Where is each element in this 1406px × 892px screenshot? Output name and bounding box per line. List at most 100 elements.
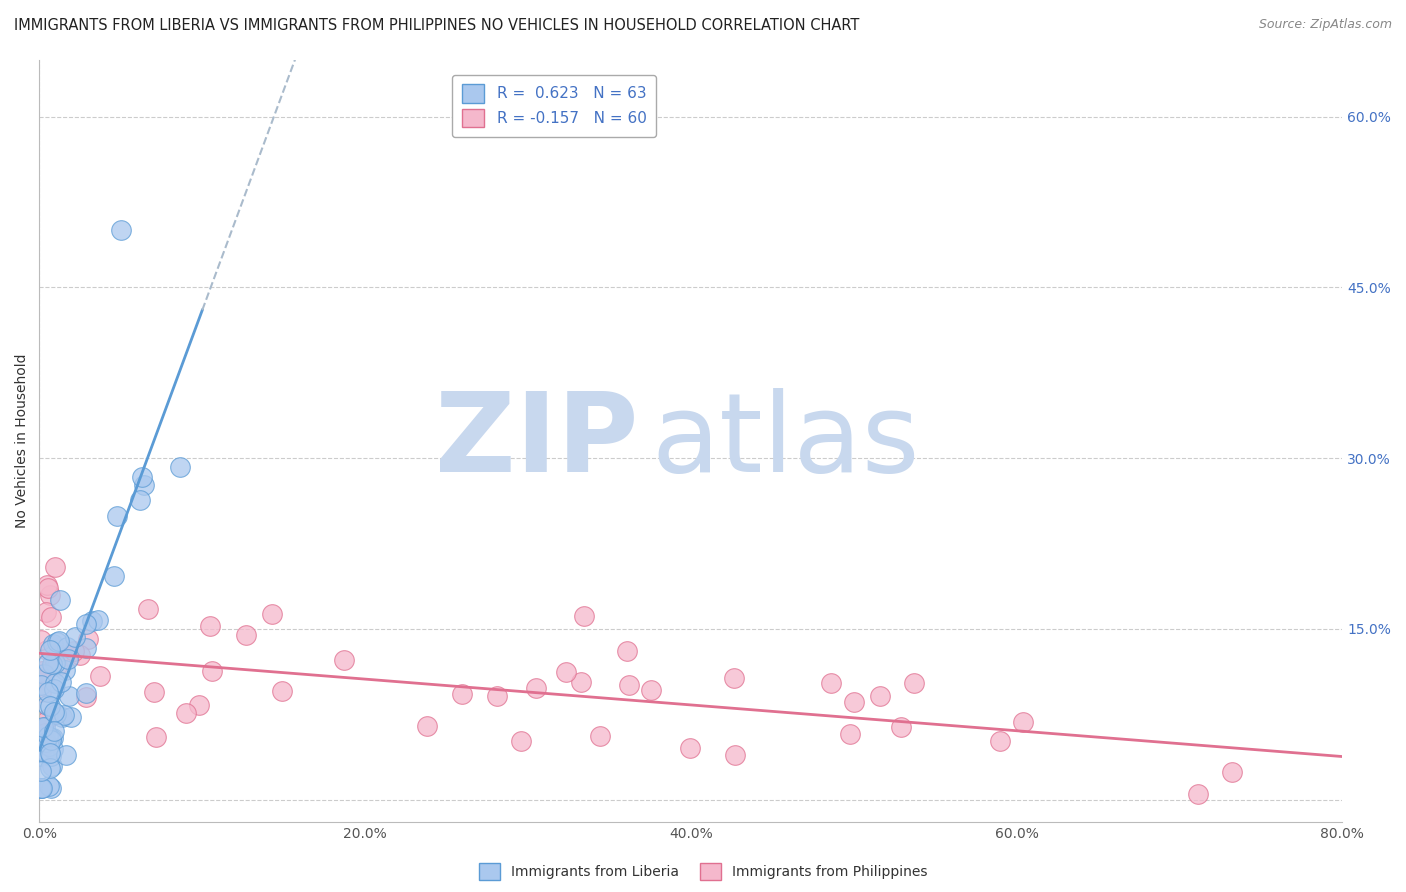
Point xyxy=(842,695,865,709)
Point xyxy=(588,729,610,743)
Point xyxy=(903,675,925,690)
Point xyxy=(32,745,55,759)
Point xyxy=(30,764,52,778)
Point xyxy=(39,781,62,796)
Point xyxy=(41,657,63,671)
Point xyxy=(1220,764,1243,779)
Point xyxy=(51,710,73,724)
Point xyxy=(44,675,66,690)
Point xyxy=(34,715,56,730)
Point xyxy=(35,698,58,713)
Point xyxy=(48,634,70,648)
Point xyxy=(35,745,58,759)
Point xyxy=(30,668,52,682)
Point xyxy=(56,652,79,666)
Point xyxy=(38,643,60,657)
Point xyxy=(34,725,56,739)
Point xyxy=(59,648,82,663)
Point xyxy=(110,223,132,237)
Text: ZIP: ZIP xyxy=(436,387,638,494)
Point xyxy=(45,707,67,722)
Point xyxy=(260,607,283,622)
Point xyxy=(37,581,59,595)
Point xyxy=(87,614,110,628)
Point xyxy=(32,666,55,681)
Point xyxy=(169,460,191,475)
Point xyxy=(37,685,59,699)
Point xyxy=(174,706,197,720)
Point xyxy=(44,723,66,738)
Point xyxy=(145,730,167,744)
Point xyxy=(46,634,69,648)
Text: IMMIGRANTS FROM LIBERIA VS IMMIGRANTS FROM PHILIPPINES NO VEHICLES IN HOUSEHOLD : IMMIGRANTS FROM LIBERIA VS IMMIGRANTS FR… xyxy=(14,18,859,33)
Point xyxy=(32,720,55,734)
Point xyxy=(32,667,55,681)
Point xyxy=(34,737,56,751)
Point xyxy=(75,641,97,656)
Point xyxy=(35,735,58,749)
Point xyxy=(38,779,60,793)
Point xyxy=(80,614,103,628)
Point xyxy=(41,759,63,773)
Point xyxy=(188,698,211,712)
Point xyxy=(30,685,52,699)
Point xyxy=(75,616,97,631)
Point xyxy=(63,644,86,658)
Point xyxy=(46,648,69,663)
Point xyxy=(619,678,641,692)
Point xyxy=(53,707,76,722)
Point xyxy=(38,761,60,775)
Point xyxy=(723,671,745,685)
Point xyxy=(103,569,125,583)
Point xyxy=(616,644,638,658)
Point xyxy=(524,681,547,695)
Point xyxy=(136,602,159,616)
Point xyxy=(510,734,533,748)
Point xyxy=(143,685,166,699)
Point xyxy=(640,682,662,697)
Point xyxy=(69,648,91,663)
Point xyxy=(32,672,55,686)
Point xyxy=(485,689,508,703)
Point xyxy=(39,588,62,602)
Point xyxy=(30,781,52,796)
Point xyxy=(39,698,62,713)
Point xyxy=(820,676,842,690)
Text: atlas: atlas xyxy=(652,387,921,494)
Point xyxy=(75,690,97,704)
Point xyxy=(41,733,63,747)
Point xyxy=(53,663,76,677)
Point xyxy=(569,675,592,690)
Point xyxy=(55,640,77,654)
Point xyxy=(37,711,59,725)
Point xyxy=(63,630,86,644)
Point xyxy=(38,739,60,753)
Text: Source: ZipAtlas.com: Source: ZipAtlas.com xyxy=(1258,18,1392,31)
Point xyxy=(39,747,62,761)
Point xyxy=(555,665,578,680)
Point xyxy=(42,705,65,719)
Point xyxy=(39,731,62,746)
Point xyxy=(55,748,77,763)
Point xyxy=(42,731,65,745)
Point xyxy=(129,492,152,507)
Point xyxy=(198,619,221,633)
Point xyxy=(988,734,1011,748)
Point xyxy=(37,577,59,591)
Point xyxy=(37,656,59,670)
Point xyxy=(34,719,56,733)
Point xyxy=(1012,715,1035,730)
Point xyxy=(271,683,294,698)
Point xyxy=(39,749,62,764)
Point xyxy=(58,689,80,703)
Point xyxy=(450,687,472,701)
Point xyxy=(60,710,83,724)
Point xyxy=(679,740,702,755)
Point xyxy=(890,720,912,734)
Point xyxy=(45,658,67,673)
Point xyxy=(1187,787,1209,801)
Point xyxy=(44,656,66,670)
Point xyxy=(132,478,155,492)
Point xyxy=(42,681,65,696)
Point xyxy=(131,470,153,484)
